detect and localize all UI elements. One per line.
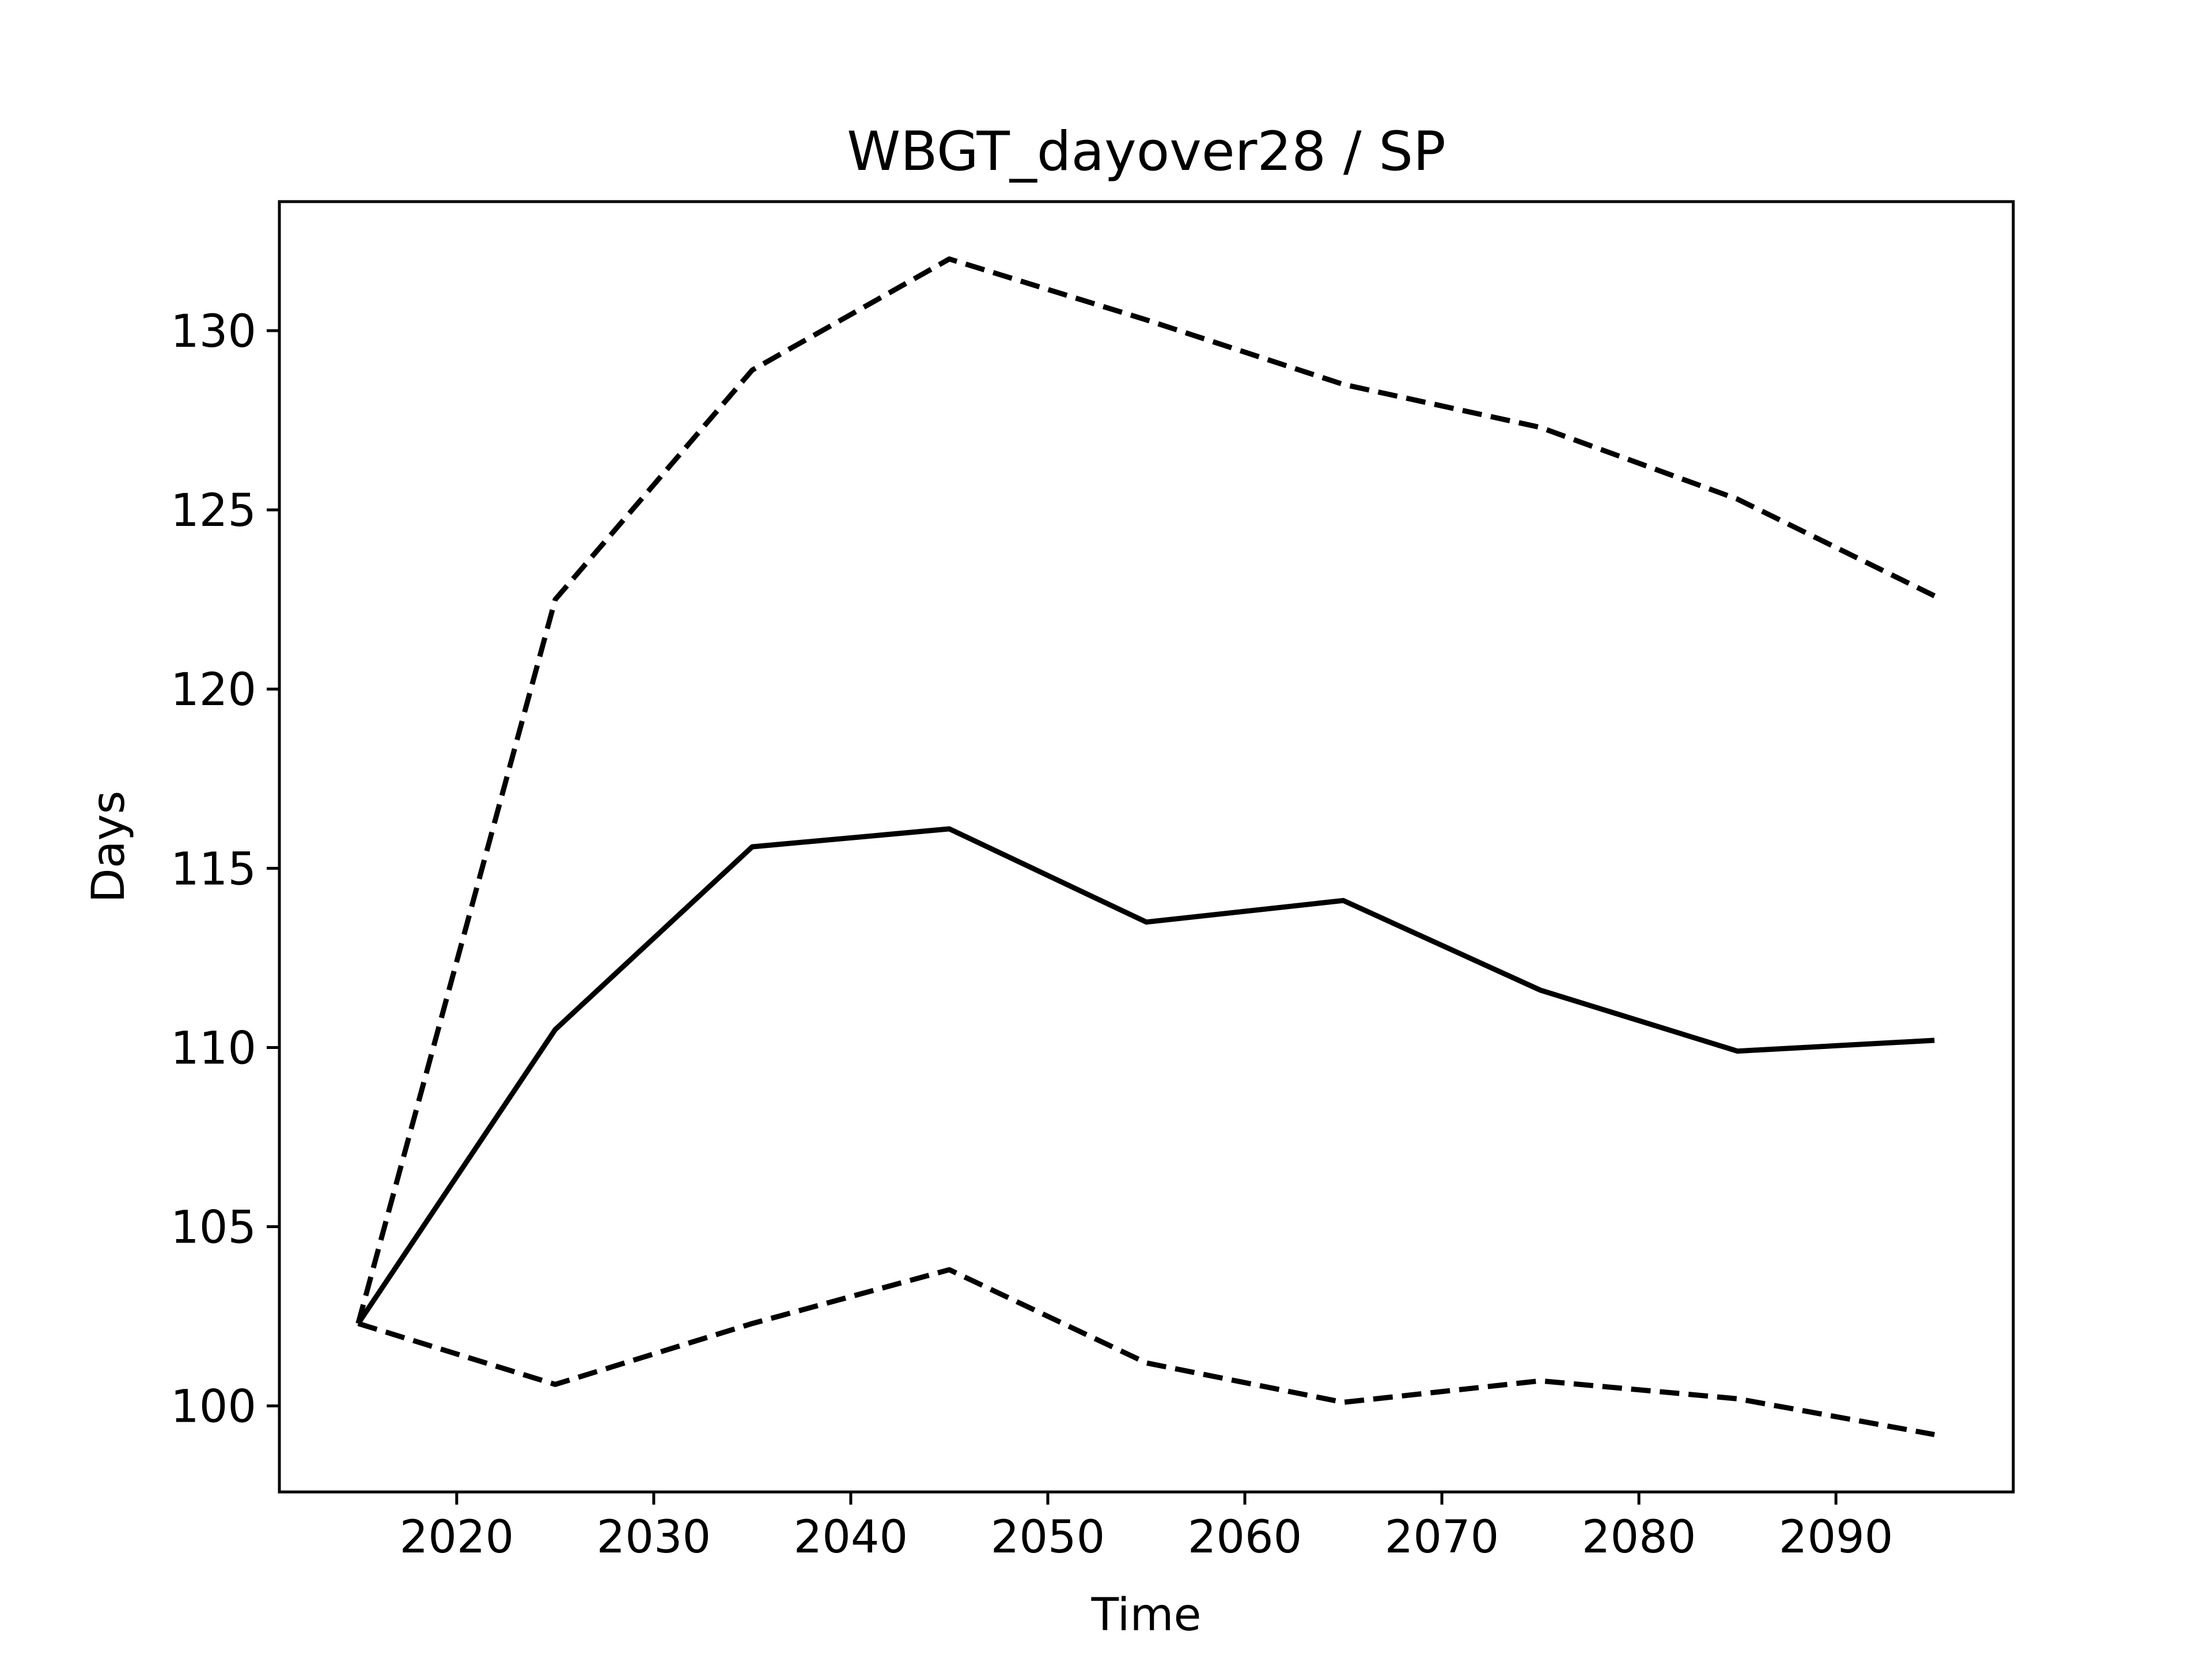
- series-line-0: [355, 256, 1936, 1324]
- series-line-2: [357, 1267, 1936, 1437]
- y-tick-label: 130: [171, 306, 256, 358]
- x-axis-label: Time: [1091, 1589, 1202, 1641]
- x-tick-label: 2020: [400, 1512, 514, 1563]
- y-tick-label: 125: [171, 485, 256, 537]
- x-tick-label: 2080: [1582, 1512, 1696, 1563]
- x-axis-ticks: 2020 2030 2040 2050 2060 2070 2080 2090: [400, 1492, 1893, 1563]
- plot-frame: [278, 200, 2015, 1494]
- x-tick-label: 2070: [1385, 1512, 1499, 1563]
- series-line-1: [356, 826, 1935, 1325]
- y-axis-label: Days: [83, 791, 135, 903]
- x-tick-label: 2060: [1188, 1512, 1302, 1563]
- x-tick-label: 2040: [794, 1512, 908, 1563]
- y-tick-label: 120: [171, 664, 256, 716]
- y-tick-label: 105: [171, 1202, 256, 1254]
- chart-title: WBGT_dayover28 / SP: [847, 120, 1446, 183]
- y-axis-ticks: 100 105 110 115 120 125 130: [171, 306, 279, 1433]
- x-tick-label: 2090: [1779, 1512, 1893, 1563]
- y-tick-label: 100: [171, 1381, 256, 1433]
- x-tick-label: 2030: [597, 1512, 711, 1563]
- y-tick-label: 110: [171, 1022, 256, 1074]
- y-tick-label: 115: [171, 843, 256, 895]
- x-tick-label: 2050: [991, 1512, 1105, 1563]
- series-layer: [355, 256, 1936, 1437]
